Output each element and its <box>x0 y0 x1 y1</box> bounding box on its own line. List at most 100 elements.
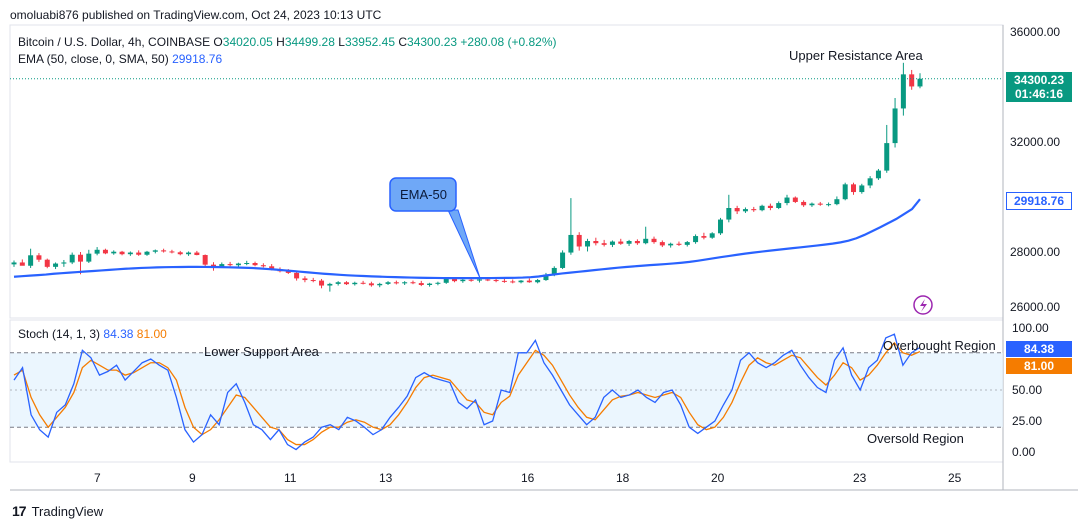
stoch-k-legend-value: 84.38 <box>103 327 134 341</box>
low-label: L <box>338 35 345 49</box>
stoch-k-line <box>13 333 921 451</box>
candle-body <box>709 233 715 238</box>
ema-callout-pointer <box>447 209 481 279</box>
candle-body <box>867 178 873 186</box>
footer-brand[interactable]: 17 TradingView <box>12 503 103 519</box>
candle-body <box>609 241 615 245</box>
close-value: 34300.23 <box>407 35 458 49</box>
candle-body <box>119 251 125 255</box>
candle-body <box>177 252 183 255</box>
candle-body <box>560 252 566 268</box>
candle-body <box>909 74 915 87</box>
candle-body <box>77 254 83 262</box>
candle-body <box>759 205 765 211</box>
ema-legend: EMA (50, close, 0, SMA, 50) 29918.76 <box>18 52 222 66</box>
time-tick-label: 7 <box>94 471 101 485</box>
stoch-tick-label: 0.00 <box>1012 445 1036 459</box>
stoch-tick-label: 100.00 <box>1012 321 1049 335</box>
candle-body <box>385 282 391 284</box>
time-tick-label: 25 <box>948 471 962 485</box>
candle-body <box>842 184 848 200</box>
candle-body <box>601 243 607 245</box>
candle-body <box>169 251 175 253</box>
candle-body <box>136 252 142 255</box>
candle-body <box>767 205 773 208</box>
stoch-label: Stoch (14, 1, 3) <box>18 327 101 341</box>
candle-body <box>252 263 258 266</box>
candle-body <box>235 263 241 266</box>
stoch-tick-label: 50.00 <box>1012 383 1042 397</box>
candle-body <box>161 250 167 252</box>
high-value: 34499.28 <box>284 35 335 49</box>
candle-body <box>210 264 216 267</box>
price-tick-label: 28000.00 <box>1010 245 1060 259</box>
candle-body <box>535 280 541 283</box>
candle-body <box>551 267 557 275</box>
time-tick-label: 18 <box>616 471 630 485</box>
candle-body <box>44 259 50 267</box>
candle-body <box>742 209 748 212</box>
candle-body <box>884 143 890 171</box>
price-tick-label: 36000.00 <box>1010 25 1060 39</box>
ema-label: EMA (50, close, 0, SMA, 50) <box>18 52 169 66</box>
candle-body <box>668 243 674 246</box>
candle-body <box>152 250 158 252</box>
candle-body <box>53 263 59 267</box>
lightning-icon <box>913 295 933 315</box>
candle-body <box>568 234 574 253</box>
stoch-d-badge: 81.00 <box>1006 358 1072 374</box>
candle-body <box>377 283 383 286</box>
high-label: H <box>276 35 285 49</box>
candle-body <box>36 255 42 260</box>
price-tick-label: 26000.00 <box>1010 300 1060 314</box>
candle-body <box>593 241 599 244</box>
candle-body <box>319 280 325 286</box>
stoch-legend: Stoch (14, 1, 3) 84.38 81.00 <box>18 327 167 341</box>
candle-body <box>202 255 208 265</box>
candle-body <box>485 279 491 281</box>
change-value: +280.08 (+0.82%) <box>460 35 557 49</box>
ema-callout-box <box>389 177 457 212</box>
candle-body <box>900 74 906 109</box>
candle-body <box>676 243 682 245</box>
oversold-label: Oversold Region <box>867 431 964 446</box>
time-tick-label: 23 <box>853 471 867 485</box>
candle-body <box>86 253 92 262</box>
candle-body <box>510 281 516 283</box>
candle-body <box>476 279 482 281</box>
candle-body <box>643 238 649 244</box>
candle-body <box>343 282 349 285</box>
candle-body <box>452 278 458 282</box>
candle-body <box>335 282 341 284</box>
candle-body <box>493 280 499 282</box>
candle-body <box>144 251 150 255</box>
footer-brand-label: TradingView <box>31 503 104 519</box>
candle-body <box>701 236 707 238</box>
candle-body <box>410 282 416 284</box>
candle-body <box>11 262 17 265</box>
candle-body <box>61 262 67 264</box>
candle-body <box>817 203 823 205</box>
candle-body <box>94 249 100 254</box>
ema-line <box>13 198 921 280</box>
candle-body <box>784 197 790 204</box>
candle-body <box>726 208 732 220</box>
price-badge: 34300.23 01:46:16 <box>1006 72 1072 102</box>
candle-body <box>219 264 225 267</box>
tradingview-logo-icon: 17 <box>12 503 27 519</box>
candle-body <box>294 272 300 279</box>
candle-body <box>360 282 366 284</box>
stoch-d-legend-value: 81.00 <box>136 327 167 341</box>
candle-body <box>435 282 441 284</box>
candle-body <box>718 219 724 234</box>
candle-body <box>194 252 200 256</box>
main-legend: Bitcoin / U.S. Dollar, 4h, COINBASE O340… <box>18 35 557 49</box>
candle-body <box>576 234 582 247</box>
candle-body <box>734 208 740 212</box>
open-label: O <box>213 35 223 49</box>
overbought-label: Overbought Region <box>883 338 996 353</box>
candle-body <box>427 283 433 285</box>
candle-body <box>826 204 832 206</box>
candle-body <box>875 170 881 179</box>
